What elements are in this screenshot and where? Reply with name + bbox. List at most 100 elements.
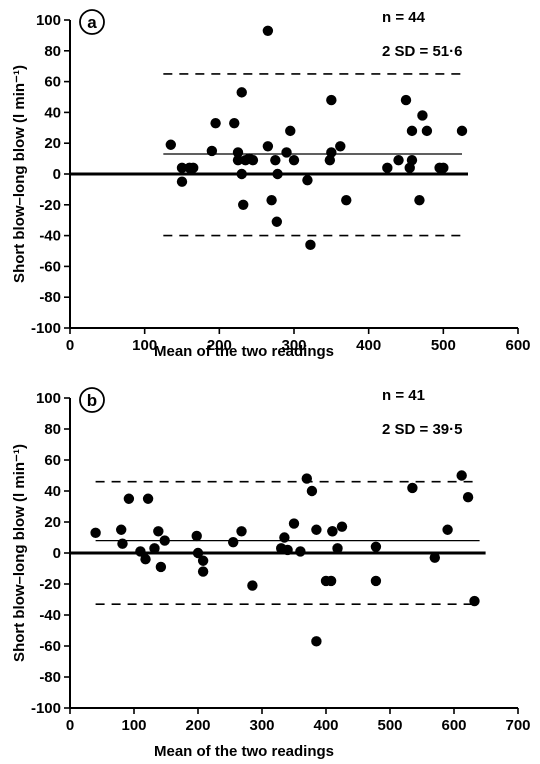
y-tick-label: -100 [31, 700, 61, 717]
x-tick-label: 400 [356, 337, 381, 354]
x-tick-label: 300 [249, 717, 274, 734]
data-point [272, 168, 283, 180]
data-point [159, 535, 170, 546]
y-tick-label: 20 [44, 135, 61, 152]
y-tick-label: 100 [36, 390, 61, 407]
panel-b: -100 -80 -60 -40 -20 0 20 40 60 80 100 0 100 200 300 40… [11, 387, 531, 760]
data-point [302, 174, 313, 186]
data-point [210, 117, 221, 129]
sd-annotation: 2 SD = 51·6 [382, 43, 462, 60]
y-tick-label: -80 [39, 289, 61, 306]
x-tick-label: 0 [66, 717, 74, 734]
data-point [341, 194, 352, 206]
panel-label: b [87, 391, 97, 410]
data-point [301, 473, 312, 484]
data-point [306, 485, 318, 497]
data-point [288, 154, 300, 166]
data-point [305, 239, 316, 251]
sd-annotation: 2 SD = 39·5 [382, 421, 462, 438]
data-point [155, 561, 167, 573]
data-point [370, 575, 382, 587]
data-point [462, 492, 474, 503]
data-point [406, 154, 418, 166]
data-point [414, 194, 425, 206]
y-tick-label: 80 [44, 421, 61, 438]
data-point [197, 566, 209, 577]
x-tick-label: 500 [377, 717, 402, 734]
x-tick-label: 400 [313, 717, 338, 734]
data-point [400, 94, 412, 106]
data-point [288, 518, 300, 529]
data-point [281, 147, 292, 158]
data-point [247, 154, 259, 166]
data-point [153, 526, 164, 537]
data-point [232, 147, 244, 158]
x-tick-label: 100 [132, 337, 157, 354]
x-tick-label: 100 [121, 717, 146, 734]
data-point [438, 162, 449, 174]
data-point [270, 154, 281, 166]
y-tick-label: -80 [39, 669, 61, 686]
data-point [117, 538, 128, 549]
data-point [229, 117, 240, 129]
data-point [236, 526, 247, 537]
y-tick-label: 80 [44, 43, 61, 60]
x-tick-label: 700 [505, 717, 530, 734]
data-point [116, 524, 127, 535]
y-tick-label: -20 [39, 576, 61, 593]
data-point [271, 216, 283, 227]
data-point [324, 154, 336, 166]
data-point [311, 524, 322, 535]
data-point [429, 552, 440, 563]
x-tick-label: 600 [441, 717, 466, 734]
data-point [325, 575, 337, 587]
y-tick-label: 0 [53, 545, 61, 562]
data-point [336, 521, 348, 532]
x-axis-title: Mean of the two readings [154, 743, 334, 760]
data-point [247, 580, 258, 591]
data-point [192, 547, 204, 559]
n-annotation: n = 44 [382, 9, 426, 26]
y-axis-title: Short blow–long blow (l min⁻¹) [11, 444, 28, 662]
data-point [266, 194, 277, 206]
data-point [176, 176, 188, 187]
y-tick-label: -40 [39, 607, 61, 624]
data-point [456, 125, 468, 137]
y-axis-title: Short blow–long blow (l min⁻¹) [11, 65, 28, 283]
data-point [406, 125, 418, 137]
y-tick-label: -20 [39, 197, 61, 214]
data-point [335, 141, 346, 152]
y-tick-label: 40 [44, 483, 61, 500]
data-point [326, 147, 337, 158]
y-tick-label: -100 [31, 320, 61, 337]
data-point [407, 482, 418, 494]
data-point [262, 25, 274, 36]
data-point [327, 526, 338, 537]
data-point [421, 125, 433, 137]
data-point [165, 139, 176, 150]
y-tick-label: -60 [39, 258, 61, 275]
y-tick-label: 40 [44, 104, 61, 121]
panel-label-circle [79, 387, 105, 413]
data-point [393, 154, 404, 166]
data-point [135, 546, 146, 557]
x-tick-label: 200 [185, 717, 210, 734]
data-point [370, 541, 382, 552]
data-point [90, 527, 101, 539]
data-point [295, 546, 306, 557]
x-tick-label: 0 [66, 337, 74, 354]
y-tick-label: 60 [44, 74, 61, 91]
x-tick-label: 500 [431, 337, 456, 354]
panel-label: a [87, 13, 97, 32]
data-point [142, 493, 154, 504]
data-point [456, 470, 467, 481]
data-point [262, 141, 274, 152]
y-tick-label: 100 [36, 12, 61, 29]
data-point [188, 162, 199, 174]
data-point [382, 162, 393, 174]
data-point [197, 555, 209, 566]
x-tick-label: 300 [281, 337, 306, 354]
data-point [236, 168, 247, 180]
y-tick-label: 20 [44, 514, 61, 531]
